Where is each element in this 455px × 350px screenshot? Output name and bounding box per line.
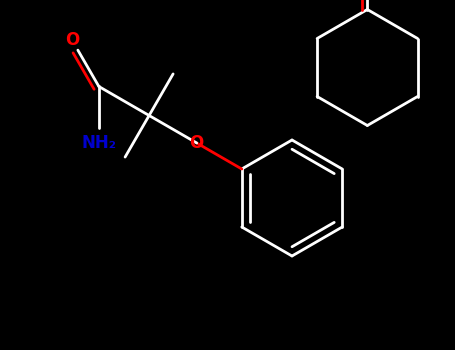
Text: O: O	[65, 31, 79, 49]
Text: O: O	[190, 134, 204, 152]
Text: NH₂: NH₂	[81, 134, 116, 153]
